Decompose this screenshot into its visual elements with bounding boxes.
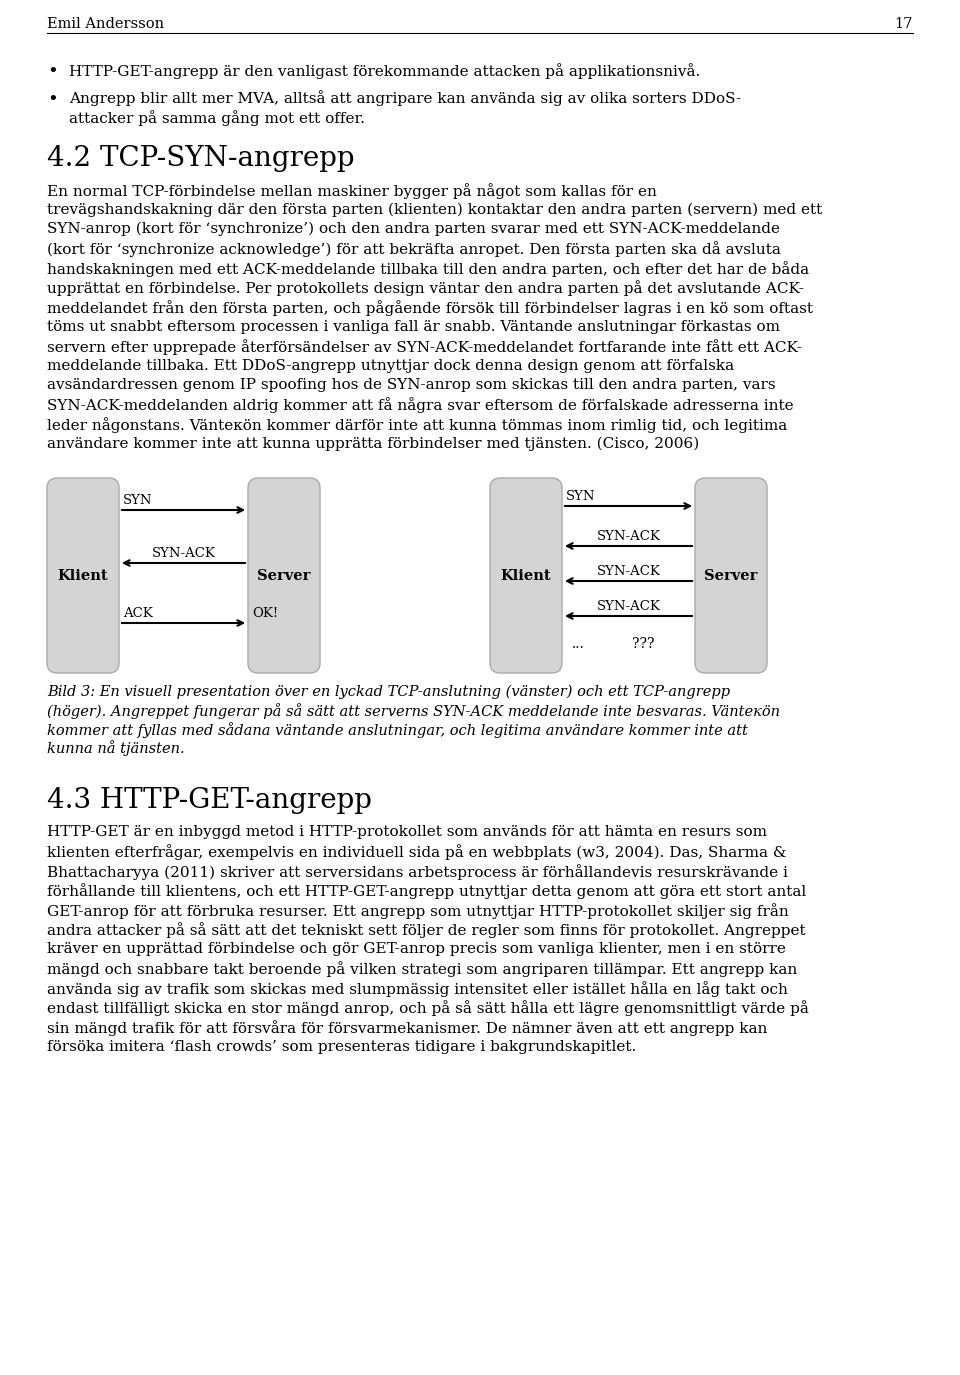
Text: avsändardressen genom IP spoofing hos de SYN-anrop som skickas till den andra pa: avsändardressen genom IP spoofing hos de… <box>47 378 776 392</box>
Text: Server: Server <box>257 568 311 583</box>
Text: trevägshandskakning där den första parten (klienten) kontaktar den andra parten : trevägshandskakning där den första parte… <box>47 202 823 217</box>
Text: (höger). Angreppet fungerar på så sätt att serverns SYN-ACK meddelande inte besv: (höger). Angreppet fungerar på så sätt a… <box>47 704 780 719</box>
Text: Klient: Klient <box>58 568 108 583</box>
Text: ???: ??? <box>632 637 655 650</box>
Text: SYN-ACK-meddelanden aldrig kommer att få några svar eftersom de förfalskade adre: SYN-ACK-meddelanden aldrig kommer att få… <box>47 397 794 414</box>
Text: kunna nå tjänsten.: kunna nå tjänsten. <box>47 741 184 756</box>
Text: kommer att fyllas med sådana väntande anslutningar, och legitima användare komme: kommer att fyllas med sådana väntande an… <box>47 722 748 738</box>
Text: förhållande till klientens, och ett HTTP-GET-angrepp utnyttjar detta genom att g: förhållande till klientens, och ett HTTP… <box>47 884 806 899</box>
Text: •: • <box>47 63 58 81</box>
Text: En normal TCP-förbindelse mellan maskiner bygger på något som kallas för en: En normal TCP-förbindelse mellan maskine… <box>47 183 657 199</box>
Text: använda sig av trafik som skickas med slumpmässig intensitet eller istället håll: använda sig av trafik som skickas med sl… <box>47 980 788 997</box>
Text: handskakningen med ett ACK-meddelande tillbaka till den andra parten, och efter : handskakningen med ett ACK-meddelande ti… <box>47 261 809 276</box>
Text: Klient: Klient <box>501 568 551 583</box>
Text: kräver en upprättad förbindelse och gör GET-anrop precis som vanliga klienter, m: kräver en upprättad förbindelse och gör … <box>47 942 786 956</box>
Text: försöka imitera ‘flash crowds’ som presenteras tidigare i bakgrundskapitlet.: försöka imitera ‘flash crowds’ som prese… <box>47 1040 636 1053</box>
Text: SYN-anrop (kort för ‘synchronize’) och den andra parten svarar med ett SYN-ACK-m: SYN-anrop (kort för ‘synchronize’) och d… <box>47 221 780 236</box>
Text: (kort för ‘synchronize acknowledge’) för att bekräfta anropet. Den första parten: (kort för ‘synchronize acknowledge’) för… <box>47 242 780 257</box>
Text: 17: 17 <box>895 16 913 32</box>
FancyBboxPatch shape <box>248 478 320 672</box>
Text: GET-anrop för att förbruka resurser. Ett angrepp som utnyttjar HTTP-protokollet : GET-anrop för att förbruka resurser. Ett… <box>47 903 789 918</box>
Text: Bild 3: En visuell presentation över en lyckad TCP-anslutning (vänster) och ett : Bild 3: En visuell presentation över en … <box>47 685 731 700</box>
Text: SYN-ACK: SYN-ACK <box>596 565 660 578</box>
Text: töms ut snabbt eftersom processen i vanliga fall är snabb. Väntande anslutningar: töms ut snabbt eftersom processen i vanl… <box>47 319 780 334</box>
Text: servern efter upprepade återförsändelser av SYN-ACK-meddelandet fortfarande inte: servern efter upprepade återförsändelser… <box>47 340 802 355</box>
Text: sin mängd trafik för att försvåra för försvarmekanismer. De nämner även att ett : sin mängd trafik för att försvåra för fö… <box>47 1020 767 1035</box>
Text: meddelandet från den första parten, och pågående försök till förbindelser lagras: meddelandet från den första parten, och … <box>47 300 813 316</box>
Text: endast tillfälligt skicka en stor mängd anrop, och på så sätt hålla ett lägre ge: endast tillfälligt skicka en stor mängd … <box>47 1001 809 1016</box>
Text: HTTP-GET-angrepp är den vanligast förekommande attacken på applikationsnivå.: HTTP-GET-angrepp är den vanligast föreko… <box>69 63 700 78</box>
Text: Emil Andersson: Emil Andersson <box>47 16 164 32</box>
Text: klienten efterfrågar, exempelvis en individuell sida på en webbplats (w3, 2004).: klienten efterfrågar, exempelvis en indi… <box>47 844 786 861</box>
Text: användare kommer inte att kunna upprätta förbindelser med tjänsten. (Cisco, 2006: användare kommer inte att kunna upprätta… <box>47 436 699 451</box>
Text: ...: ... <box>572 637 585 650</box>
Text: attacker på samma gång mot ett offer.: attacker på samma gång mot ett offer. <box>69 110 365 126</box>
Text: 4.3 HTTP-GET-angrepp: 4.3 HTTP-GET-angrepp <box>47 786 372 814</box>
Text: •: • <box>47 91 58 109</box>
Text: SYN: SYN <box>123 494 153 507</box>
FancyBboxPatch shape <box>695 478 767 672</box>
Text: Server: Server <box>705 568 757 583</box>
Text: mängd och snabbare takt beroende på vilken strategi som angriparen tillämpar. Et: mängd och snabbare takt beroende på vilk… <box>47 961 797 978</box>
Text: SYN: SYN <box>566 490 595 503</box>
Text: meddelande tillbaka. Ett DDoS-angrepp utnyttjar dock denna design genom att förf: meddelande tillbaka. Ett DDoS-angrepp ut… <box>47 359 734 373</box>
Text: Bhattacharyya (2011) skriver att serversidans arbetsprocess är förhållandevis re: Bhattacharyya (2011) skriver att servers… <box>47 864 788 880</box>
Text: OK!: OK! <box>252 606 278 620</box>
Text: 4.2 TCP-SYN-angrepp: 4.2 TCP-SYN-angrepp <box>47 144 354 172</box>
Text: SYN-ACK: SYN-ACK <box>152 547 215 560</box>
Text: andra attacker på så sätt att det tekniskt sett följer de regler som finns för p: andra attacker på så sätt att det teknis… <box>47 923 805 938</box>
FancyBboxPatch shape <box>490 478 562 672</box>
FancyBboxPatch shape <box>47 478 119 672</box>
Text: ACK: ACK <box>123 606 153 620</box>
Text: SYN-ACK: SYN-ACK <box>596 600 660 613</box>
Text: leder någonstans. Väntекön kommer därför inte att kunna tömmas inom rimlig tid, : leder någonstans. Väntекön kommer därför… <box>47 417 787 433</box>
Text: upprättat en förbindelse. Per protokollets design väntar den andra parten på det: upprättat en förbindelse. Per protokolle… <box>47 280 804 297</box>
Text: SYN-ACK: SYN-ACK <box>596 529 660 543</box>
Text: HTTP-GET är en inbyggd metod i HTTP-protokollet som används för att hämta en res: HTTP-GET är en inbyggd metod i HTTP-prot… <box>47 825 767 839</box>
Text: Angrepp blir allt mer MVA, alltså att angripare kan använda sig av olika sorters: Angrepp blir allt mer MVA, alltså att an… <box>69 91 741 106</box>
